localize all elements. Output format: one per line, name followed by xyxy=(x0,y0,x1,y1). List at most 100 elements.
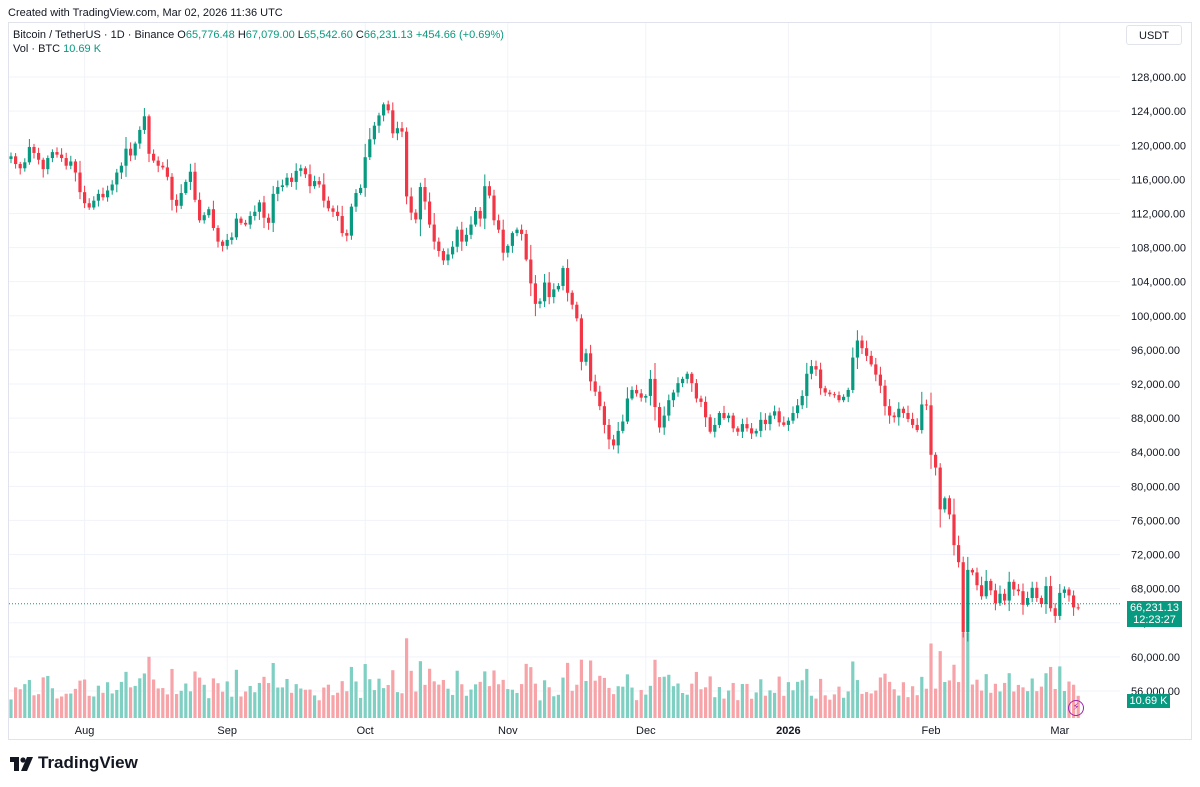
volume-bar xyxy=(883,673,887,718)
candle-body xyxy=(221,241,225,246)
volume-bar xyxy=(768,690,772,718)
candle-body xyxy=(630,389,634,399)
candle-body xyxy=(129,148,133,156)
candle-body xyxy=(754,430,758,434)
volume-bar xyxy=(667,674,671,718)
symbol-name[interactable]: Bitcoin / TetherUS · 1D · Binance xyxy=(13,29,175,41)
volume-bar xyxy=(671,686,675,718)
volume-bar xyxy=(598,675,602,718)
volume-bar xyxy=(676,683,680,718)
candle-body xyxy=(138,129,142,144)
volume-bar xyxy=(400,693,404,718)
volume-bar xyxy=(216,683,220,718)
y-tick-label: 116,000.00 xyxy=(1131,174,1185,186)
volume-bar xyxy=(115,689,119,718)
volume-bar xyxy=(280,687,284,718)
volume-label[interactable]: Vol · BTC xyxy=(13,43,61,55)
candle-body xyxy=(1044,586,1048,604)
volume-bar xyxy=(37,694,41,718)
candle-body xyxy=(437,241,441,251)
volume-bar xyxy=(211,678,215,718)
candle-body xyxy=(593,381,597,392)
volume-bar xyxy=(179,690,183,718)
symbol-legend[interactable]: Bitcoin / TetherUS · 1D · Binance O65,77… xyxy=(13,29,504,41)
candle-body xyxy=(639,393,643,398)
candle-body xyxy=(239,218,243,223)
volume-bar xyxy=(763,695,767,718)
volume-bar xyxy=(584,680,588,718)
volume-bar xyxy=(745,683,749,718)
volume-bar xyxy=(198,677,202,718)
volume-bar xyxy=(64,693,68,718)
volume-bar xyxy=(152,679,156,718)
volume-bar xyxy=(409,670,413,718)
candle-body xyxy=(823,388,827,393)
volume-bar xyxy=(855,680,859,718)
volume-bar xyxy=(529,667,533,718)
candle-body xyxy=(989,580,993,591)
candle-body xyxy=(179,193,183,206)
candle-body xyxy=(147,116,151,154)
volume-legend[interactable]: Vol · BTC 10.69 K xyxy=(13,43,101,55)
volume-bar xyxy=(290,692,294,718)
created-with-caption: Created with TradingView.com, Mar 02, 20… xyxy=(8,7,283,19)
volume-bar xyxy=(161,688,165,718)
candlestick-chart[interactable]: 128,000.00 124,000.00 120,000.00 116,000.00… xyxy=(0,0,1200,745)
volume-bar xyxy=(888,681,892,718)
candle-body xyxy=(455,229,459,247)
candle-body xyxy=(175,199,179,206)
candle-body xyxy=(975,572,979,586)
candle-body xyxy=(671,392,675,401)
volume-bar xyxy=(73,688,77,718)
volume-bar xyxy=(929,643,933,718)
volume-bar xyxy=(418,661,422,718)
candle-body xyxy=(506,245,510,253)
candle-body xyxy=(552,289,556,298)
y-tick-label: 108,000.00 xyxy=(1131,243,1186,255)
volume-bar xyxy=(119,681,123,718)
currency-button[interactable]: USDT xyxy=(1126,25,1182,45)
candle-body xyxy=(819,369,823,389)
candle-body xyxy=(78,172,82,193)
candle-body xyxy=(607,424,611,440)
tradingview-logo-icon xyxy=(10,757,33,771)
candle-body xyxy=(547,282,551,298)
candle-body xyxy=(409,196,413,213)
volume-bar xyxy=(27,680,31,718)
volume-bar xyxy=(552,696,556,718)
volume-bar xyxy=(607,687,611,718)
volume-bar xyxy=(920,676,924,718)
lightning-icon[interactable]: ⚡ xyxy=(1068,700,1084,716)
candle-body xyxy=(101,193,105,198)
volume-bar xyxy=(460,684,464,718)
candle-body xyxy=(897,408,901,418)
last-price-tag: 66,231.13 12:23:27 xyxy=(1127,601,1182,627)
volume-bar xyxy=(345,691,349,718)
volume-bar xyxy=(340,681,344,718)
candle-body xyxy=(616,430,620,446)
candle-body xyxy=(699,398,703,402)
candle-body xyxy=(704,401,708,418)
candle-body xyxy=(750,428,754,434)
candle-body xyxy=(386,104,390,111)
volume-bar xyxy=(832,694,836,718)
volume-bar xyxy=(469,689,473,718)
candle-body xyxy=(938,467,942,510)
volume-bar xyxy=(685,694,689,718)
volume-bar xyxy=(989,692,993,718)
chart-frame[interactable] xyxy=(8,22,1192,740)
y-tick-label: 84,000.00 xyxy=(1131,447,1180,459)
volume-bar xyxy=(497,684,501,718)
candle-body xyxy=(529,259,533,284)
volume-bar xyxy=(1058,666,1062,718)
candle-body xyxy=(23,162,27,169)
candle-body xyxy=(418,187,422,220)
candle-body xyxy=(184,181,188,194)
candle-body xyxy=(561,268,565,286)
volume-bar xyxy=(621,686,625,718)
volume-bar xyxy=(874,690,878,718)
volume-bar xyxy=(717,687,721,718)
volume-bar xyxy=(110,693,114,718)
candle-body xyxy=(855,340,859,358)
